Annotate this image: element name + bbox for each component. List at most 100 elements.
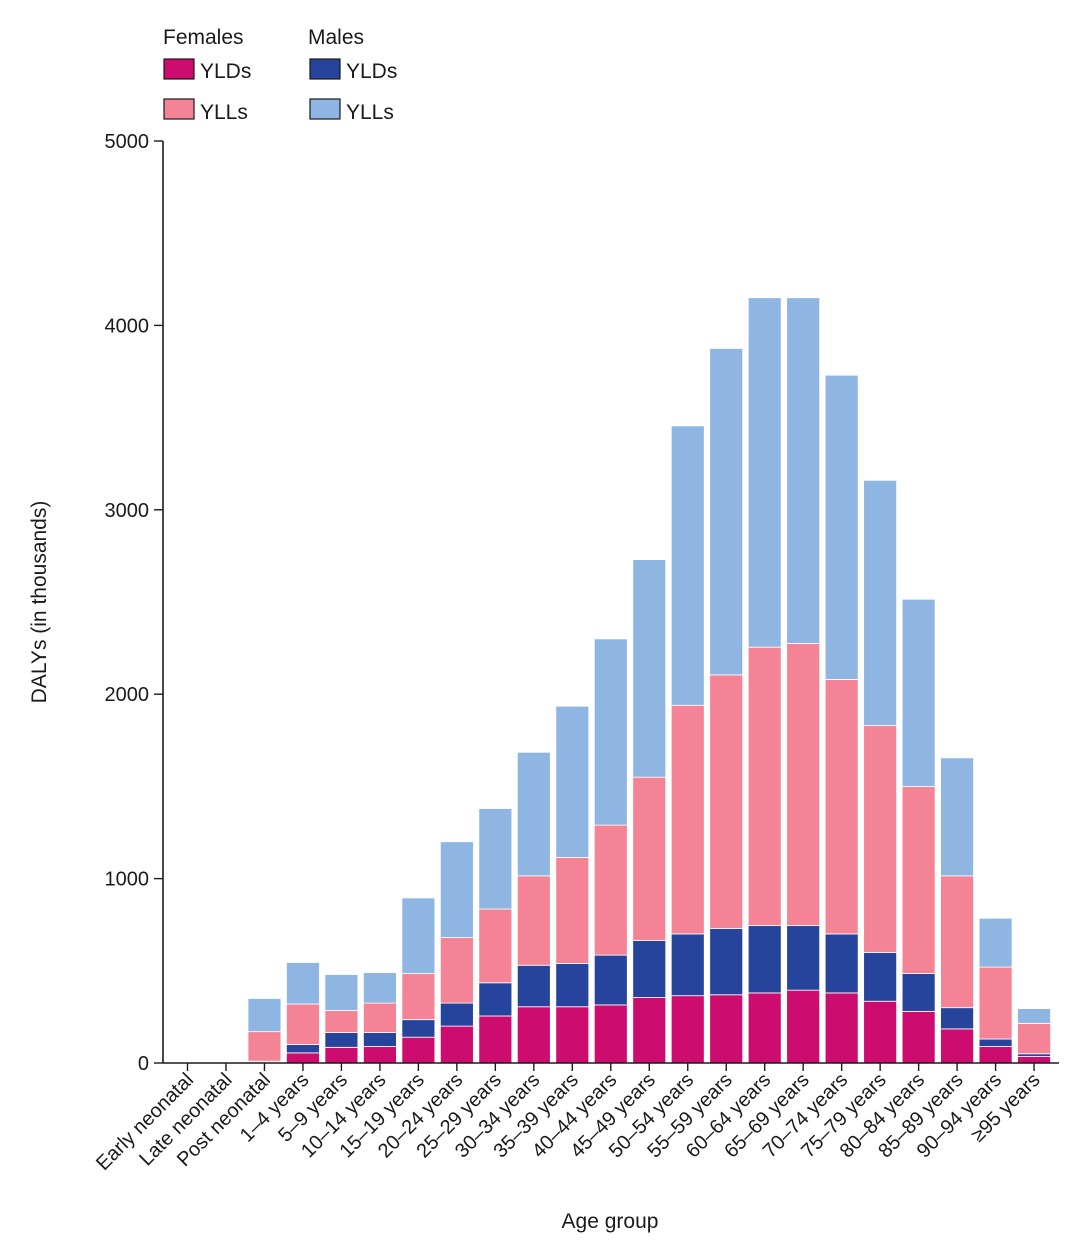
bar-segment bbox=[401, 1036, 436, 1064]
y-axis-title: DALYs (in thousands) bbox=[28, 501, 51, 704]
bar-segment bbox=[247, 1031, 282, 1062]
bar-segment bbox=[324, 1032, 359, 1048]
bar-segment bbox=[555, 1006, 590, 1064]
bar-segment bbox=[478, 982, 513, 1017]
bar-segment bbox=[786, 989, 821, 1064]
bar-segment bbox=[516, 964, 551, 1008]
bar-segment bbox=[940, 875, 974, 1009]
bar-segment bbox=[478, 1015, 513, 1064]
bar-segment bbox=[670, 995, 705, 1064]
bar-segment bbox=[516, 751, 551, 877]
bar-segment bbox=[439, 1025, 474, 1064]
bar-segment bbox=[901, 1010, 936, 1064]
bar-segment bbox=[247, 998, 282, 1033]
bar-segment bbox=[593, 638, 628, 826]
bar-segment bbox=[747, 992, 782, 1064]
legend-group-title: Females bbox=[163, 26, 244, 49]
bar-segment bbox=[362, 1032, 397, 1047]
y-tick-label: 1000 bbox=[105, 869, 150, 891]
legend-label: YLDs bbox=[346, 60, 397, 83]
bar-segment bbox=[670, 425, 705, 706]
y-tick-label: 2000 bbox=[105, 684, 150, 706]
bar-segment bbox=[439, 1002, 474, 1027]
bar-segment bbox=[516, 1006, 551, 1064]
bar-segment bbox=[863, 1000, 898, 1064]
bar-segment bbox=[709, 348, 744, 676]
x-axis-title: Age group bbox=[562, 1210, 659, 1233]
bar-segment bbox=[286, 1003, 320, 1045]
bar-segment bbox=[401, 1019, 436, 1038]
bar-segment bbox=[978, 966, 1013, 1040]
bar-segment bbox=[632, 559, 667, 778]
bar-segment bbox=[747, 297, 782, 648]
legend-swatch-males-ylds bbox=[309, 58, 341, 80]
bar-segment bbox=[824, 933, 859, 994]
legend-swatch-females-ylds bbox=[163, 58, 195, 80]
bar-segment bbox=[940, 757, 974, 877]
bar-segment bbox=[786, 297, 821, 644]
y-axis: 0 1000 2000 3000 4000 5000 bbox=[105, 131, 164, 1075]
bar-segment bbox=[1017, 1056, 1051, 1064]
bar-segment bbox=[670, 933, 705, 997]
bar-segment bbox=[593, 824, 628, 956]
bar-segment bbox=[324, 1010, 359, 1033]
legend-swatch-males-ylls bbox=[309, 98, 341, 120]
legend-swatch-females-ylls bbox=[163, 98, 195, 120]
bar-segment bbox=[401, 973, 436, 1021]
y-tick-label: 5000 bbox=[105, 131, 150, 153]
bar-segment bbox=[978, 1038, 1013, 1047]
bar-segment bbox=[362, 972, 397, 1004]
y-tick-label: 3000 bbox=[105, 500, 150, 522]
bars bbox=[247, 297, 1051, 1064]
bar-segment bbox=[632, 776, 667, 941]
bar-segment bbox=[593, 1004, 628, 1064]
bar-segment bbox=[786, 643, 821, 927]
legend-label: YLDs bbox=[200, 60, 251, 83]
bar-segment bbox=[670, 704, 705, 935]
bar-segment bbox=[901, 973, 936, 1012]
bar-segment bbox=[324, 974, 359, 1011]
bar-segment bbox=[478, 908, 513, 984]
bar-segment bbox=[632, 997, 667, 1064]
bar-segment bbox=[401, 897, 436, 974]
bar-segment bbox=[747, 646, 782, 927]
bar-segment bbox=[593, 954, 628, 1006]
bar-segment bbox=[362, 1002, 397, 1033]
bar-segment bbox=[555, 705, 590, 858]
bar-segment bbox=[978, 917, 1013, 968]
bar-segment bbox=[863, 479, 898, 726]
bar-segment bbox=[362, 1046, 397, 1064]
bar-segment bbox=[286, 962, 320, 1005]
bar-segment bbox=[555, 963, 590, 1008]
bar-segment bbox=[709, 674, 744, 929]
legend-label: YLLs bbox=[346, 101, 394, 124]
bar-segment bbox=[632, 939, 667, 998]
bar-segment bbox=[901, 786, 936, 974]
bar-segment bbox=[286, 1044, 320, 1054]
bar-segment bbox=[478, 808, 513, 910]
bar-segment bbox=[863, 951, 898, 1002]
bar-segment bbox=[978, 1046, 1013, 1064]
bar-segment bbox=[1017, 1022, 1051, 1055]
bar-segment bbox=[324, 1046, 359, 1064]
legend-group-title: Males bbox=[308, 26, 364, 49]
bar-segment bbox=[747, 925, 782, 994]
bar-segment bbox=[863, 725, 898, 953]
bar-segment bbox=[1017, 1008, 1051, 1024]
y-tick-label: 0 bbox=[138, 1053, 149, 1075]
bar-segment bbox=[516, 875, 551, 966]
bar-segment bbox=[709, 927, 744, 996]
bar-segment bbox=[824, 679, 859, 935]
bar-segment bbox=[286, 1052, 320, 1064]
y-tick-label: 4000 bbox=[105, 315, 150, 337]
legend-label: YLLs bbox=[200, 101, 248, 124]
bar-segment bbox=[1017, 1053, 1051, 1057]
bar-segment bbox=[709, 994, 744, 1064]
bar-segment bbox=[940, 1028, 974, 1064]
bar-segment bbox=[439, 937, 474, 1004]
bar-segment bbox=[786, 925, 821, 991]
bar-segment bbox=[439, 841, 474, 939]
bar-segment bbox=[940, 1007, 974, 1030]
